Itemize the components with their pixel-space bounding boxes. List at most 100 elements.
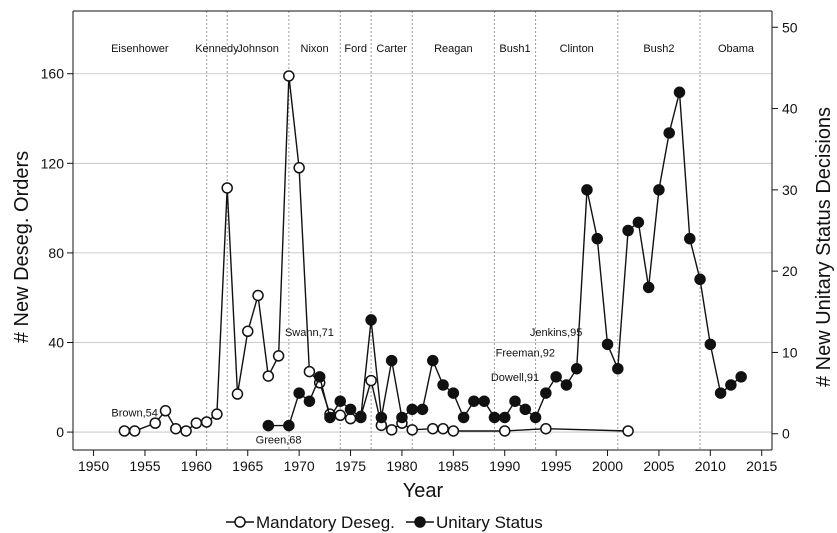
mandatory-deseg-point	[272, 350, 285, 362]
y-right-tick-label: 0	[782, 426, 790, 442]
x-tick-label: 1980	[386, 458, 417, 474]
unitary-status-point	[570, 362, 583, 375]
x-tick-label: 2015	[746, 458, 777, 474]
y-left-tick-label: 160	[41, 66, 65, 82]
mandatory-deseg-point	[344, 412, 357, 425]
unitary-status-point	[725, 379, 737, 391]
mandatory-deseg-point	[283, 70, 295, 82]
mandatory-deseg-point	[252, 289, 264, 302]
unitary-status-point	[344, 403, 357, 416]
unitary-status-point	[642, 281, 655, 294]
mandatory-deseg-point	[447, 425, 460, 437]
x-axis-title: Year	[403, 480, 444, 502]
mandatory-deseg-point	[221, 182, 233, 194]
mandatory-deseg-point	[242, 325, 254, 338]
annotation-label: Jenkins,95	[530, 327, 583, 339]
unitary-status-point	[601, 338, 614, 351]
annotation-label: Freeman,92	[496, 348, 555, 360]
mandatory-deseg-point	[385, 424, 398, 436]
x-tick-label: 2005	[643, 458, 674, 474]
y-left-tick-label: 120	[41, 155, 65, 171]
annotation-label: Dowell,91	[491, 372, 539, 384]
unitary-status-point	[375, 411, 388, 424]
unitary-status-point	[591, 232, 603, 245]
unitary-status-point	[313, 371, 326, 383]
mandatory-deseg-point	[200, 416, 213, 428]
unitary-status-point	[457, 411, 470, 424]
unitary-status-point	[684, 232, 696, 245]
y-right-tick-label: 20	[782, 263, 798, 279]
y-axis-left-title: # New Deseg. Orders	[11, 151, 33, 343]
annotation-label: Brown,54	[111, 407, 157, 419]
mandatory-deseg-point	[498, 425, 511, 437]
unitary-status-point	[714, 387, 727, 399]
unitary-status-point	[478, 395, 490, 407]
x-tick-label: 1995	[541, 458, 572, 474]
data-series	[118, 70, 747, 437]
unitary-status-point	[437, 379, 449, 391]
x-tick-label: 1965	[232, 458, 263, 474]
unitary-status-point	[632, 216, 645, 229]
unitary-status-point	[540, 387, 552, 399]
era-label: Nixon	[301, 43, 329, 55]
mandatory-deseg-point	[303, 365, 316, 378]
unitary-status-point	[262, 419, 275, 432]
mandatory-deseg-point	[334, 409, 347, 422]
y-right-tick-label: 10	[782, 344, 798, 360]
annotation-label: Green,68	[256, 434, 302, 446]
era-label: Reagan	[434, 43, 473, 55]
era-label: Carter	[376, 43, 407, 55]
era-label: Kennedy	[195, 43, 239, 55]
unitary-status-point	[694, 273, 706, 286]
mandatory-deseg-point	[211, 408, 223, 420]
mandatory-deseg-point	[180, 425, 192, 437]
y-left-tick-label: 80	[48, 245, 64, 261]
mandatory-deseg-point	[406, 424, 418, 436]
unitary-status-point	[293, 387, 305, 399]
mandatory-deseg-point	[427, 422, 439, 435]
mandatory-deseg-point	[231, 388, 244, 400]
x-tick-label: 2010	[695, 458, 726, 474]
unitary-status-point	[735, 371, 747, 383]
unitary-status-point	[406, 403, 418, 416]
mandatory-deseg-point	[118, 425, 131, 437]
unitary-status-point	[673, 86, 686, 99]
unitary-status-point	[365, 314, 377, 326]
mandatory-deseg-point	[293, 162, 305, 174]
mandatory-deseg-point	[159, 405, 172, 417]
era-label: Bush2	[643, 43, 674, 55]
unitary-status-point	[416, 403, 429, 416]
era-label: Obama	[718, 43, 755, 55]
unitary-status-point	[334, 395, 347, 407]
mandatory-deseg-point	[190, 417, 203, 429]
unitary-status-point	[550, 371, 562, 383]
mandatory-deseg-point	[365, 374, 377, 387]
unitary-status-point	[519, 403, 532, 416]
era-label: Bush1	[499, 43, 530, 55]
unitary-status-point	[324, 411, 336, 424]
series-line-0	[124, 75, 629, 432]
unitary-status-point	[385, 354, 398, 367]
unitary-status-point	[653, 184, 665, 196]
unitary-status-point	[427, 354, 439, 367]
era-label: Johnson	[237, 43, 279, 55]
unitary-status-point	[303, 395, 316, 407]
y-axis-right-title: # New Unitary Status Decisions	[813, 107, 835, 387]
unitary-status-point	[581, 184, 593, 196]
unitary-status-point	[663, 127, 675, 139]
mandatory-deseg-point	[149, 417, 161, 429]
y-left-tick-label: 40	[48, 334, 64, 350]
era-label: Eisenhower	[111, 43, 169, 55]
mandatory-deseg-point	[622, 425, 634, 437]
y-left-tick-label: 0	[56, 424, 64, 440]
era-label: Clinton	[560, 43, 594, 55]
x-tick-label: 2000	[592, 458, 623, 474]
legend: Mandatory Deseg. Unitary Status	[226, 513, 543, 532]
unitary-status-point	[447, 387, 460, 399]
y-right-tick-label: 40	[782, 101, 798, 117]
annotations: Brown,54 Green,68 Swann,71 Jenkins,95 Freema…	[111, 327, 582, 447]
mandatory-deseg-point	[170, 422, 182, 435]
axes: 1950 1955 1960 1965 1970 1975 1980 1985 1990 1995…	[41, 10, 798, 474]
x-tick-label: 1990	[489, 458, 520, 474]
